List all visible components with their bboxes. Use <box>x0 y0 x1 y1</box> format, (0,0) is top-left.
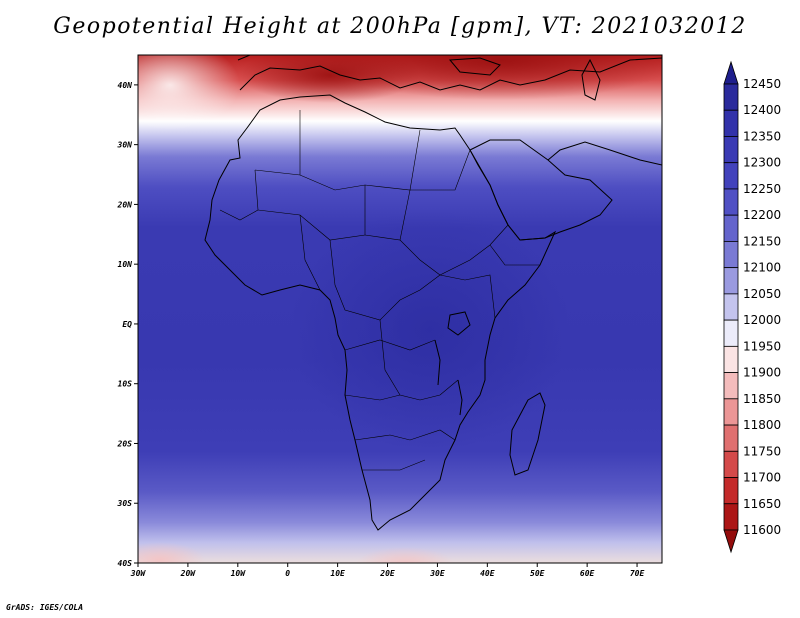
colorbar-segment <box>723 214 739 242</box>
colorbar-label: 11650 <box>743 497 781 511</box>
colorbar-segment <box>723 293 739 321</box>
colorbar-top-arrow <box>723 60 739 85</box>
colorbar-label: 12450 <box>743 77 781 91</box>
lon-tick-label: 30W <box>130 569 147 578</box>
lon-tick-label: 30E <box>429 569 445 578</box>
colorbar-segment <box>723 345 739 373</box>
lon-tick-label: 50E <box>530 569 545 578</box>
colorbar-segment <box>723 267 739 295</box>
lon-tick-label: 10E <box>330 569 345 578</box>
colorbar-segment <box>723 372 739 400</box>
colorbar-label: 11800 <box>743 418 781 432</box>
colorbar-label: 12150 <box>743 234 781 248</box>
colorbar-label: 11850 <box>743 392 781 406</box>
colorbar-segment <box>723 136 739 164</box>
colorbar-label: 12200 <box>743 208 781 222</box>
colorbar-segment <box>723 109 739 137</box>
colorbar-label: 12100 <box>743 261 781 275</box>
colorbar-label: 11600 <box>743 523 781 537</box>
colorbar-segment <box>723 424 739 452</box>
colorbar-label: 11900 <box>743 366 781 380</box>
colorbar-label: 12050 <box>743 287 781 301</box>
country-borders <box>219 110 540 471</box>
lat-tick-label: 20S <box>117 439 133 448</box>
lat-tick-label: 40S <box>118 559 133 568</box>
colorbar-bottom-arrow <box>723 529 739 554</box>
lat-tick-label: 10N <box>118 260 133 269</box>
lon-tick-label: 70E <box>630 569 645 578</box>
lon-tick-label: 10W <box>231 569 247 578</box>
lon-tick-label: 20W <box>180 569 197 578</box>
plot-frame <box>137 54 663 564</box>
lat-tick-label: 30N <box>117 141 133 150</box>
lon-tick-label: 0 <box>285 569 290 578</box>
lat-tick-label: EQ <box>122 320 132 329</box>
colorbar-label: 12350 <box>743 129 781 143</box>
colorbar-label: 12400 <box>743 103 781 117</box>
map-title: Geopotential Height at 200hPa [gpm], VT:… <box>53 14 747 39</box>
coastlines <box>204 55 662 531</box>
lon-tick-label: 20E <box>379 569 395 578</box>
lat-tick-label: 10S <box>118 380 133 389</box>
colorbar-label: 12250 <box>743 182 781 196</box>
colorbar-segment <box>723 503 739 531</box>
grads-credit: GrADS: IGES/COLA <box>6 603 84 612</box>
colorbar-label: 12300 <box>743 156 781 170</box>
lat-tick-label: 30S <box>117 499 133 508</box>
colorbar-segment <box>723 450 739 478</box>
colorbar-segment <box>723 398 739 426</box>
colorbar: 12450 12400 12350 12300 12250 12200 12150 12100… <box>723 60 781 554</box>
lat-tick-label: 20N <box>117 200 133 209</box>
colorbar-segment <box>723 83 739 111</box>
lat-tick-label: 40N <box>118 81 133 90</box>
colorbar-label: 11700 <box>743 471 781 485</box>
lon-tick-label: 40E <box>480 569 495 578</box>
colorbar-label: 11750 <box>743 444 781 458</box>
colorbar-segment <box>723 188 739 216</box>
lon-tick-label: 60E <box>580 569 595 578</box>
colorbar-segment <box>723 162 739 190</box>
colorbar-segment <box>723 241 739 269</box>
colorbar-label: 11950 <box>743 339 781 353</box>
height-field <box>138 55 662 563</box>
colorbar-label: 12000 <box>743 313 781 327</box>
colorbar-segment <box>723 319 739 347</box>
colorbar-segment <box>723 477 739 505</box>
axis-ticks: 30W 20W 10W 0 10E 20E 30E 40E 50E 60E 70E 40N 30N 20N… <box>117 81 645 578</box>
